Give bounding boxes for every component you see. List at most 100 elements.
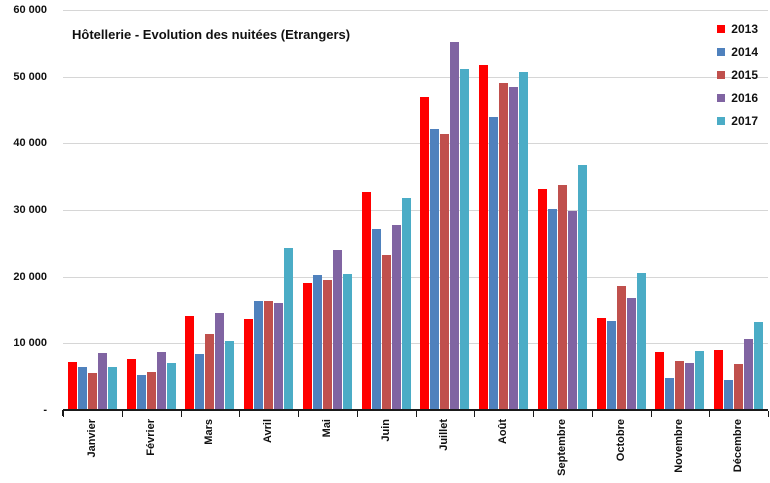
legend: 2013 2014 2015 2016 2017: [717, 22, 758, 128]
x-axis-label-cell: Février: [122, 419, 181, 483]
bar-2014-octobre: [606, 321, 616, 410]
x-axis-tick: [356, 411, 358, 417]
x-axis-label-cell: Mai: [298, 419, 357, 483]
x-axis-label-cell: Décembre: [709, 419, 768, 483]
legend-swatch-2013: [717, 25, 726, 33]
bar-2016-octobre: [626, 298, 636, 410]
gridline: [63, 276, 768, 278]
bar-2014-août: [489, 117, 499, 410]
bar-group-août: [474, 10, 533, 410]
x-axis-label-cell: Janvier: [63, 419, 122, 483]
bar-2013-février: [126, 359, 136, 410]
bar-2014-janvier: [77, 366, 87, 410]
bar-2014-septembre: [547, 208, 557, 410]
x-axis-label-cell: Avril: [239, 419, 298, 483]
x-axis-label: Janvier: [85, 419, 98, 458]
y-axis-label: 50 000: [13, 70, 47, 83]
bar-2015-décembre: [734, 364, 744, 410]
x-axis-tick: [591, 411, 593, 417]
x-axis-label-cell: Septembre: [533, 419, 592, 483]
bar-2013-janvier: [67, 362, 77, 410]
x-axis-label-cell: Octobre: [592, 419, 651, 483]
x-axis-label-cell: Novembre: [651, 419, 710, 483]
x-axis-label: Avril: [262, 419, 275, 444]
bar-2017-septembre: [577, 164, 587, 410]
legend-swatch-2015: [717, 71, 726, 79]
bar-group-février: [122, 10, 181, 410]
x-axis-tick: [709, 411, 711, 417]
bar-2014-juin: [371, 228, 381, 410]
bar-2016-décembre: [744, 339, 754, 410]
x-axis-tick: [298, 411, 299, 417]
bar-2015-juin: [381, 255, 391, 410]
gridline: [63, 10, 768, 11]
bar-2015-octobre: [616, 286, 626, 410]
bar-2015-novembre: [675, 360, 685, 410]
legend-swatch-2016: [717, 94, 726, 102]
legend-item-2016: 2016: [717, 91, 758, 105]
bar-2016-novembre: [685, 363, 695, 410]
legend-label: 2014: [731, 45, 758, 59]
x-axis-label-cell: Juin: [357, 419, 416, 483]
x-axis-label: Décembre: [732, 419, 745, 473]
legend-item-2013: 2013: [717, 22, 758, 36]
bar-2017-août: [519, 72, 529, 410]
bar-2016-septembre: [567, 211, 577, 410]
x-axis-tick: [533, 411, 534, 417]
bar-group-juin: [357, 10, 416, 410]
legend-label: 2015: [731, 68, 758, 82]
bar-2015-septembre: [557, 185, 567, 410]
bar-2016-juin: [391, 224, 401, 410]
bar-2017-juin: [401, 198, 411, 410]
legend-label: 2013: [731, 22, 758, 36]
gridline: [63, 76, 768, 78]
bars-row: [63, 10, 768, 410]
bar-2016-mars: [215, 312, 225, 410]
legend-swatch-2017: [717, 117, 726, 125]
bar-2014-mars: [195, 354, 205, 410]
legend-item-2015: 2015: [717, 68, 758, 82]
bar-2015-août: [499, 82, 509, 410]
bar-2017-mai: [342, 274, 352, 410]
bar-2017-avril: [284, 248, 294, 410]
bar-2016-janvier: [97, 353, 107, 410]
bar-2017-novembre: [695, 350, 705, 410]
legend-swatch-2014: [717, 48, 726, 56]
x-axis-labels: Janvier Février Mars Avril Mai Juin Juillet Aoû…: [63, 419, 768, 483]
bar-2016-août: [509, 86, 519, 410]
y-axis-label: -: [43, 404, 47, 416]
bar-2017-juillet: [460, 69, 470, 410]
bar-group-novembre: [651, 10, 710, 410]
x-axis-tick: [650, 411, 652, 417]
bar-2015-janvier: [87, 373, 97, 410]
plot-area: [63, 10, 768, 411]
bar-2014-février: [136, 374, 146, 410]
bar-2015-juillet: [440, 134, 450, 410]
bar-group-mai: [298, 10, 357, 410]
bar-2014-avril: [254, 300, 264, 410]
bar-2017-octobre: [636, 272, 646, 410]
x-axis-tick: [415, 411, 417, 417]
bar-2013-octobre: [596, 318, 606, 410]
x-axis-label: Octobre: [614, 419, 627, 462]
legend-item-2014: 2014: [717, 45, 758, 59]
x-axis-label: Février: [144, 419, 157, 456]
bar-2017-janvier: [107, 367, 117, 410]
bar-group-septembre: [533, 10, 592, 410]
bar-2015-mai: [322, 280, 332, 410]
bar-2013-avril: [244, 319, 254, 410]
x-axis-label-cell: Juillet: [416, 419, 475, 483]
bar-2014-juillet: [430, 128, 440, 410]
bar-group-mars: [181, 10, 240, 410]
y-axis-label: 60 000: [13, 4, 47, 16]
x-axis-label: Août: [497, 419, 510, 445]
gridline: [63, 143, 768, 145]
gridline: [63, 210, 768, 211]
x-axis-tick: [474, 411, 476, 417]
bar-group-janvier: [63, 10, 122, 410]
bar-2017-mars: [225, 341, 235, 410]
bar-group-décembre: [709, 10, 768, 410]
bar-2015-mars: [205, 334, 215, 410]
x-axis-tick: [63, 411, 64, 417]
